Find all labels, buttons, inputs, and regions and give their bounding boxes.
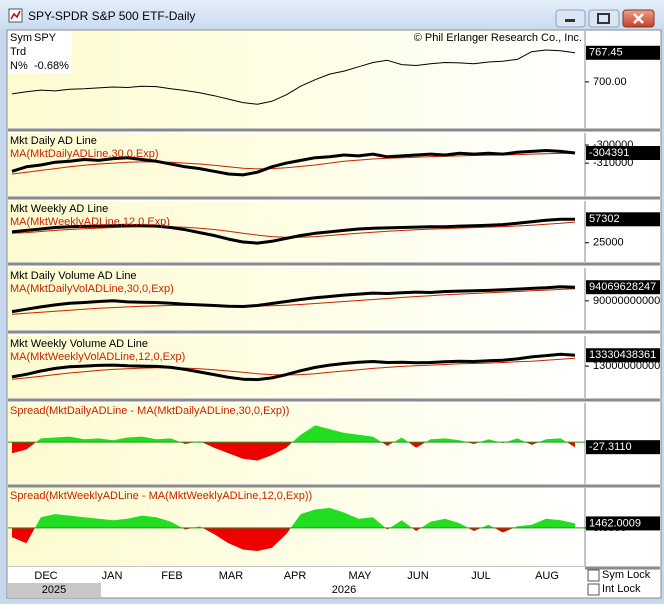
info-label: Trd (10, 46, 26, 58)
panel-title: Mkt Weekly AD Line (10, 203, 108, 215)
y-tick-label: 13000000000 (593, 360, 660, 372)
x-axis: DEC JAN FEB MAR APR MAY JUN JUL AUG 2025 2026 (8, 567, 585, 597)
y-tick-label: 25000 (593, 237, 624, 249)
copyright: © Phil Erlanger Research Co., Inc. (414, 32, 582, 44)
lock-checkbox[interactable] (587, 569, 600, 582)
month-label: AUG (535, 570, 559, 582)
ma-label: MA(MktDailyVolADLine,30,0,Exp) (10, 283, 174, 295)
maximize-bg[interactable] (588, 9, 620, 28)
value-label-box (586, 212, 660, 227)
info-value: SPY (34, 32, 57, 44)
year-box (8, 583, 101, 597)
axis-bg (586, 133, 660, 196)
locks: Sym Lock Int Lock (587, 569, 651, 596)
lock-label[interactable]: Sym Lock (602, 569, 651, 581)
axis-bg (586, 268, 660, 330)
ma-label: MA(MktWeeklyADLine,12,0,Exp) (10, 216, 170, 228)
panel-bg (8, 403, 585, 484)
panel-title: Mkt Daily Volume AD Line (10, 270, 137, 282)
panel-title: Spread(MktWeeklyADLine - MA(MktWeeklyADL… (10, 490, 312, 502)
spread-area-positive (12, 425, 575, 443)
minimize-glyph (565, 19, 575, 22)
last-value-label: 13330438361 (589, 349, 656, 361)
value-label-box (586, 145, 660, 160)
spread-area-positive (12, 507, 575, 528)
value-label-box (586, 516, 660, 531)
y-tick-label: 700.00 (593, 76, 627, 88)
axis-bg (586, 336, 660, 398)
info-label: Sym (10, 32, 32, 44)
panel-title: Mkt Weekly Volume AD Line (10, 338, 148, 350)
value-label-box (586, 280, 660, 295)
last-value-label: 57302 (589, 213, 620, 225)
ma-line (11, 152, 576, 175)
app-icon-glyph (10, 10, 21, 20)
spread-area-negative (12, 527, 514, 551)
year-label: 2025 (42, 584, 66, 596)
price-line (11, 49, 576, 105)
panel-bg (8, 31, 585, 128)
value-label-box (586, 440, 660, 455)
panel-bg (8, 336, 585, 398)
panel-title: Mkt Daily AD Line (10, 135, 97, 147)
ad-line (11, 149, 576, 177)
close-glyph (633, 13, 644, 24)
last-value-label: 767.45 (589, 47, 623, 59)
last-value-label: 1462.0009 (589, 517, 641, 529)
month-label: JAN (102, 570, 123, 582)
info-bg (8, 31, 72, 73)
ma-label: MA(MktDailyADLine,30,0,Exp) (10, 148, 159, 160)
panel-bg (8, 201, 585, 262)
info-value: -0.68% (34, 60, 69, 72)
ma-line (11, 288, 576, 315)
ad-line (11, 352, 576, 382)
y-tick-label: -310000 (593, 157, 633, 169)
maximize-glyph (597, 13, 610, 24)
month-label: JUL (471, 570, 491, 582)
x-axis-bg (8, 567, 585, 597)
last-value-label: -304391 (589, 147, 629, 159)
month-label: DEC (34, 570, 57, 582)
ad-line (11, 217, 576, 245)
panel-title: Spread(MktDailyADLine - MA(MktDailyADLin… (10, 405, 289, 417)
value-label-box (586, 348, 660, 363)
lock-checkbox[interactable] (587, 583, 600, 596)
value-label-box (586, 45, 660, 60)
info-label: N% (10, 60, 28, 72)
ma-label: MA(MktWeeklyVolADLine,12,0,Exp) (10, 351, 185, 363)
title-bar (0, 0, 664, 30)
minimize-bg[interactable] (555, 9, 586, 28)
month-label: MAR (219, 570, 244, 582)
y-tick-label: 90000000000 (593, 295, 660, 307)
lock-label[interactable]: Int Lock (602, 583, 641, 595)
close-button[interactable] (622, 9, 655, 28)
last-value-label: -27.3110 (589, 441, 632, 453)
year-label: 2026 (332, 584, 356, 596)
panel-bg (8, 133, 585, 196)
window-title: SPY-SPDR S&P 500 ETF-Daily (28, 9, 195, 23)
ma-line (11, 357, 576, 380)
maximize-button[interactable] (588, 9, 620, 28)
ad-line (11, 285, 576, 314)
month-label: APR (284, 570, 307, 582)
info-box: Sym SPY Trd N% -0.68% (8, 31, 72, 73)
month-label: FEB (161, 570, 182, 582)
minimize-button[interactable] (555, 9, 586, 28)
axis-bg (586, 201, 660, 262)
last-value-label: 94069628247 (589, 281, 656, 293)
month-label: MAY (348, 570, 372, 582)
month-label: JUN (407, 570, 428, 582)
